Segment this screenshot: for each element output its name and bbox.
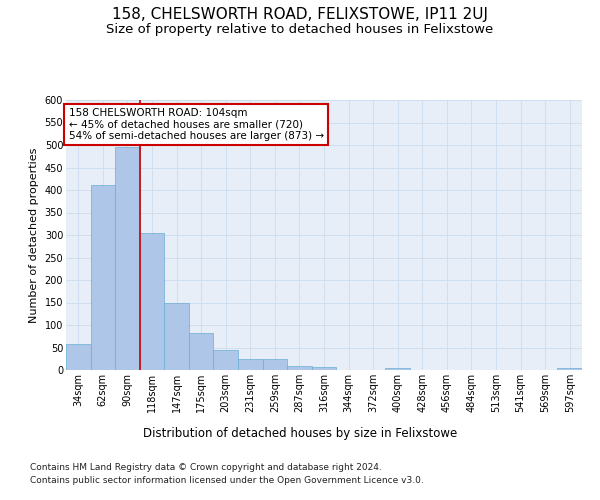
Bar [312, 368, 336, 370]
Y-axis label: Number of detached properties: Number of detached properties [29, 148, 39, 322]
Text: 158, CHELSWORTH ROAD, FELIXSTOWE, IP11 2UJ: 158, CHELSWORTH ROAD, FELIXSTOWE, IP11 2… [112, 8, 488, 22]
Bar [385, 368, 410, 370]
Text: Distribution of detached houses by size in Felixstowe: Distribution of detached houses by size … [143, 428, 457, 440]
Text: 158 CHELSWORTH ROAD: 104sqm
← 45% of detached houses are smaller (720)
54% of se: 158 CHELSWORTH ROAD: 104sqm ← 45% of det… [68, 108, 324, 142]
Bar [115, 147, 140, 370]
Text: Size of property relative to detached houses in Felixstowe: Size of property relative to detached ho… [106, 22, 494, 36]
Bar [263, 359, 287, 370]
Bar [140, 233, 164, 370]
Bar [214, 350, 238, 370]
Bar [91, 184, 115, 370]
Bar [557, 368, 582, 370]
Bar [238, 359, 263, 370]
Text: Contains public sector information licensed under the Open Government Licence v3: Contains public sector information licen… [30, 476, 424, 485]
Bar [66, 344, 91, 370]
Bar [287, 366, 312, 370]
Bar [189, 333, 214, 370]
Bar [164, 302, 189, 370]
Text: Contains HM Land Registry data © Crown copyright and database right 2024.: Contains HM Land Registry data © Crown c… [30, 462, 382, 471]
